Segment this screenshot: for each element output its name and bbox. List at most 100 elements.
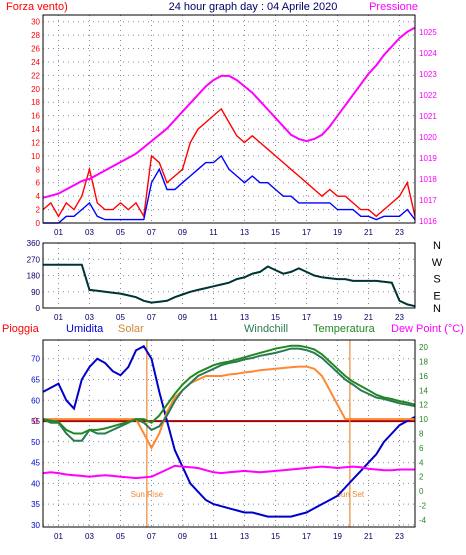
temp-ytick-12: 12 [419, 401, 428, 410]
temp-ytick-20: 20 [419, 343, 428, 352]
temp-ytick-6: 6 [419, 444, 424, 453]
sun-set-label: Sun Set [336, 490, 365, 499]
wind-ytick-24: 24 [31, 58, 40, 67]
temp-ytick-2: 2 [419, 473, 424, 482]
chart-panels: 0246810121416182022242628301016101710181… [27, 14, 443, 541]
temp-panel-xtick-01: 01 [54, 532, 63, 541]
temp-panel-xtick-21: 21 [364, 532, 373, 541]
temp-panel-xtick-17: 17 [302, 532, 311, 541]
wind-ytick-20: 20 [31, 85, 40, 94]
direction-ytick-360: 360 [27, 239, 41, 248]
series-temperature [42, 344, 416, 435]
direction-ytick-270: 270 [27, 255, 41, 264]
wind-panel-xtick-11: 11 [209, 228, 218, 237]
direction-panel-xtick-09: 09 [178, 313, 187, 322]
temp-ytick--4: -4 [419, 516, 427, 525]
direction-panel-xtick-07: 07 [147, 313, 156, 322]
pressure-ytick-1021: 1021 [419, 112, 437, 121]
temp-panel-xtick-11: 11 [209, 532, 218, 541]
series-windchill [42, 347, 416, 442]
wind-ytick-0: 0 [36, 219, 41, 228]
compass-N-4: N [433, 303, 441, 315]
rain-zero-label: 0 [33, 416, 38, 426]
temp-ytick-18: 18 [419, 358, 428, 367]
temp-ytick--2: -2 [419, 501, 427, 510]
temp-panel-xtick-09: 09 [178, 532, 187, 541]
direction-panel-xtick-15: 15 [271, 313, 280, 322]
direction-panel-xtick-17: 17 [302, 313, 311, 322]
wind-ytick-4: 4 [36, 192, 41, 201]
temp-panel-frame [42, 339, 416, 528]
pressure-ytick-1019: 1019 [419, 154, 437, 163]
wind-ytick-6: 6 [36, 179, 41, 188]
humidity-ytick-40: 40 [31, 479, 40, 488]
temp-ytick-16: 16 [419, 372, 428, 381]
wind-panel-frame [42, 14, 416, 224]
compass-N-0: N [433, 240, 441, 252]
wind-ytick-26: 26 [31, 45, 40, 54]
temp-panel-xtick-23: 23 [395, 532, 404, 541]
wind-ytick-30: 30 [31, 18, 40, 27]
humidity-ytick-60: 60 [31, 396, 40, 405]
series-dewpoint [42, 464, 415, 480]
pressure-ytick-1020: 1020 [419, 133, 437, 142]
temp-ytick-0: 0 [419, 487, 424, 496]
humidity-ytick-70: 70 [31, 355, 40, 364]
humidity-ytick-50: 50 [31, 438, 40, 447]
series-humidity [42, 344, 416, 518]
temp-panel-xtick-19: 19 [333, 532, 342, 541]
pressure-ytick-1016: 1016 [419, 217, 437, 226]
wind-panel-xtick-15: 15 [271, 228, 280, 237]
direction-panel-xtick-19: 19 [333, 313, 342, 322]
humidity-ytick-65: 65 [31, 375, 40, 384]
wind-ytick-12: 12 [31, 138, 40, 147]
temp-panel-xtick-03: 03 [85, 532, 94, 541]
wind-panel-xtick-05: 05 [116, 228, 125, 237]
temp-panel-xtick-05: 05 [116, 532, 125, 541]
wind-ytick-18: 18 [31, 98, 40, 107]
temp-ytick-8: 8 [419, 430, 424, 439]
wind-panel-xtick-13: 13 [240, 228, 249, 237]
direction-panel-xtick-23: 23 [395, 313, 404, 322]
direction-panel-xtick-11: 11 [209, 313, 218, 322]
legend-rain: Pioggia [2, 323, 40, 335]
legend-windchill: Windchill [244, 323, 288, 335]
wind-panel-xtick-09: 09 [178, 228, 187, 237]
wind-ytick-2: 2 [36, 206, 41, 215]
wind-axis-label: Forza vento) [6, 1, 68, 13]
legend-dewpoint: Dew Point (°C) [391, 323, 464, 335]
wind-ytick-10: 10 [31, 152, 40, 161]
wind-panel-xtick-03: 03 [85, 228, 94, 237]
direction-panel-xtick-01: 01 [54, 313, 63, 322]
direction-panel-xtick-13: 13 [240, 313, 249, 322]
humidity-ytick-30: 30 [31, 521, 40, 530]
compass-S-2: S [433, 274, 440, 286]
compass-E-3: E [433, 290, 440, 302]
wind-panel-xtick-21: 21 [364, 228, 373, 237]
chart-title: 24 hour graph day : 04 Aprile 2020 [169, 1, 338, 13]
legend-humidity: Umidita [66, 323, 104, 335]
wind-ytick-14: 14 [31, 125, 40, 134]
temp-panel-xtick-15: 15 [271, 532, 280, 541]
wind-ytick-28: 28 [31, 31, 40, 40]
series-pressure [42, 26, 416, 199]
sun-rise-label: Sun Rise [131, 490, 164, 499]
wind-panel-xtick-01: 01 [54, 228, 63, 237]
pressure-ytick-1025: 1025 [419, 28, 437, 37]
direction-panel-xtick-05: 05 [116, 313, 125, 322]
series-wind [42, 107, 416, 219]
temp-panel-xtick-07: 07 [147, 532, 156, 541]
wind-panel-xtick-07: 07 [147, 228, 156, 237]
pressure-ytick-1018: 1018 [419, 175, 437, 184]
direction-ytick-180: 180 [27, 272, 41, 281]
wind-ytick-16: 16 [31, 112, 40, 121]
wind-panel-xtick-23: 23 [395, 228, 404, 237]
pressure-ytick-1024: 1024 [419, 49, 437, 58]
direction-panel-xtick-21: 21 [364, 313, 373, 322]
pressure-ytick-1022: 1022 [419, 91, 437, 100]
legend-solar: Solar [118, 323, 144, 335]
temp-ytick-14: 14 [419, 386, 428, 395]
wind-panel-xtick-17: 17 [302, 228, 311, 237]
direction-ytick-0: 0 [36, 304, 41, 313]
